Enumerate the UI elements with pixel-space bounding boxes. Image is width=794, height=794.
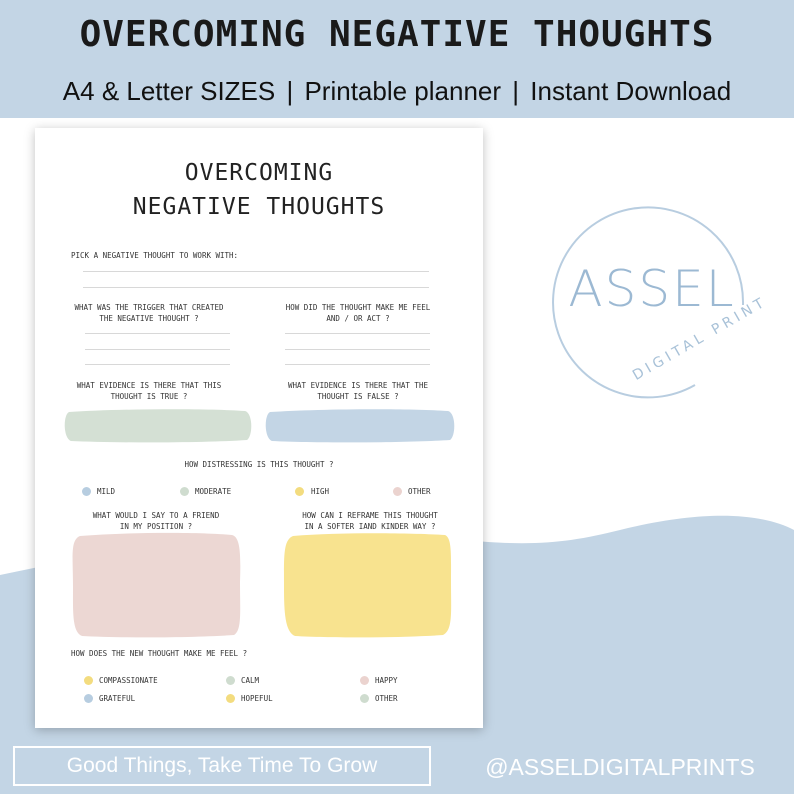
question-feel-line1: HOW DID THE THOUGHT MAKE ME FEEL <box>285 303 431 312</box>
evidence-true-box[interactable] <box>63 408 253 444</box>
sub-download: Instant Download <box>530 76 732 106</box>
radio-dot-hopeful[interactable] <box>226 694 235 703</box>
question-false-line2: THOUGHT IS FALSE ? <box>317 392 399 401</box>
question-false-line1: WHAT EVIDENCE IS THERE THAT THE <box>288 381 428 390</box>
question-trigger-line2: THE NEGATIVE THOUGHT ? <box>99 314 199 323</box>
worksheet-title-line1: OVERCOMING <box>184 160 334 186</box>
radio-dot-compassionate[interactable] <box>84 676 93 685</box>
worksheet-title: OVERCOMING NEGATIVE THOUGHTS <box>35 156 483 224</box>
top-banner <box>0 0 794 118</box>
tagline-text: Good Things, Take Time To Grow <box>66 754 378 777</box>
radio-dot-other[interactable] <box>393 487 402 496</box>
answer-line[interactable] <box>285 364 430 365</box>
tagline-frame <box>13 746 431 786</box>
radio-dot-moderate[interactable] <box>180 487 189 496</box>
question-friend-line2: IN MY POSITION ? <box>119 522 193 531</box>
banner-subheadline: A4 & Letter SIZES | Printable planner | … <box>0 76 794 107</box>
reframe-answer-box[interactable] <box>281 532 453 638</box>
question-trigger-line1: WHAT WAS THE TRIGGER THAT CREATED <box>74 303 224 312</box>
question-pick-thought: PICK A NEGATIVE THOUGHT TO WORK WITH: <box>71 251 239 260</box>
friend-answer-box[interactable] <box>70 532 242 638</box>
option-hopeful: HOPEFUL <box>241 694 273 703</box>
radio-dot-calm[interactable] <box>226 676 235 685</box>
evidence-false-box[interactable] <box>264 408 456 444</box>
option-happy: HAPPY <box>375 676 398 685</box>
question-reframe-line1: HOW CAN I REFRAME THIS THOUGHT <box>302 511 438 520</box>
answer-line[interactable] <box>285 333 430 334</box>
answer-line[interactable] <box>85 349 230 350</box>
sub-planner: Printable planner <box>304 76 502 106</box>
question-evidence-true: WHAT EVIDENCE IS THERE THAT THIS THOUGHT… <box>65 380 233 402</box>
sub-separator: | <box>286 76 294 106</box>
option-high: HIGH <box>311 487 330 496</box>
answer-line[interactable] <box>285 349 430 350</box>
option-compassionate: COMPASSIONATE <box>99 676 158 685</box>
radio-dot-happy[interactable] <box>360 676 369 685</box>
answer-line[interactable] <box>83 287 429 288</box>
question-trigger: WHAT WAS THE TRIGGER THAT CREATED THE NE… <box>65 302 233 324</box>
worksheet-page: OVERCOMING NEGATIVE THOUGHTS PICK A NEGA… <box>35 128 483 728</box>
question-friend: WHAT WOULD I SAY TO A FRIEND IN MY POSIT… <box>71 510 241 532</box>
radio-dot-high[interactable] <box>295 487 304 496</box>
question-friend-line1: WHAT WOULD I SAY TO A FRIEND <box>92 511 220 520</box>
answer-line[interactable] <box>83 271 429 272</box>
radio-dot-mild[interactable] <box>82 487 91 496</box>
question-distress: HOW DISTRESSING IS THIS THOUGHT ? <box>184 460 334 469</box>
question-true-line2: THOUGHT IS TRUE ? <box>110 392 188 401</box>
question-feel-line2: AND / OR ACT ? <box>326 314 390 323</box>
question-reframe-line2: IN A SOFTER IAND KINDER WAY ? <box>304 522 436 531</box>
logo-wordmark: ASSEL <box>568 260 736 318</box>
sub-sizes: A4 & Letter SIZES <box>62 76 276 106</box>
question-feel-act: HOW DID THE THOUGHT MAKE ME FEEL AND / O… <box>263 302 453 324</box>
question-reframe: HOW CAN I REFRAME THIS THOUGHT IN A SOFT… <box>275 510 465 532</box>
social-handle[interactable]: @ASSELDIGITALPRINTS <box>485 754 755 780</box>
option-mild: MILD <box>97 487 116 496</box>
question-true-line1: WHAT EVIDENCE IS THERE THAT THIS <box>76 381 222 390</box>
option-other-feel: OTHER <box>375 694 398 703</box>
assel-logo-ring <box>552 206 745 399</box>
option-calm: CALM <box>241 676 260 685</box>
answer-line[interactable] <box>85 364 230 365</box>
question-evidence-false: WHAT EVIDENCE IS THERE THAT THE THOUGHT … <box>265 380 451 402</box>
option-grateful: GRATEFUL <box>99 694 136 703</box>
banner-headline: OVERCOMING NEGATIVE THOUGHTS <box>79 14 715 55</box>
option-moderate: MODERATE <box>195 487 232 496</box>
question-new-feel: HOW DOES THE NEW THOUGHT MAKE ME FEEL ? <box>71 649 248 658</box>
radio-dot-grateful[interactable] <box>84 694 93 703</box>
sub-separator: | <box>512 76 520 106</box>
worksheet-title-line2: NEGATIVE THOUGHTS <box>132 194 386 220</box>
radio-dot-other-feel[interactable] <box>360 694 369 703</box>
option-other: OTHER <box>408 487 431 496</box>
answer-line[interactable] <box>85 333 230 334</box>
